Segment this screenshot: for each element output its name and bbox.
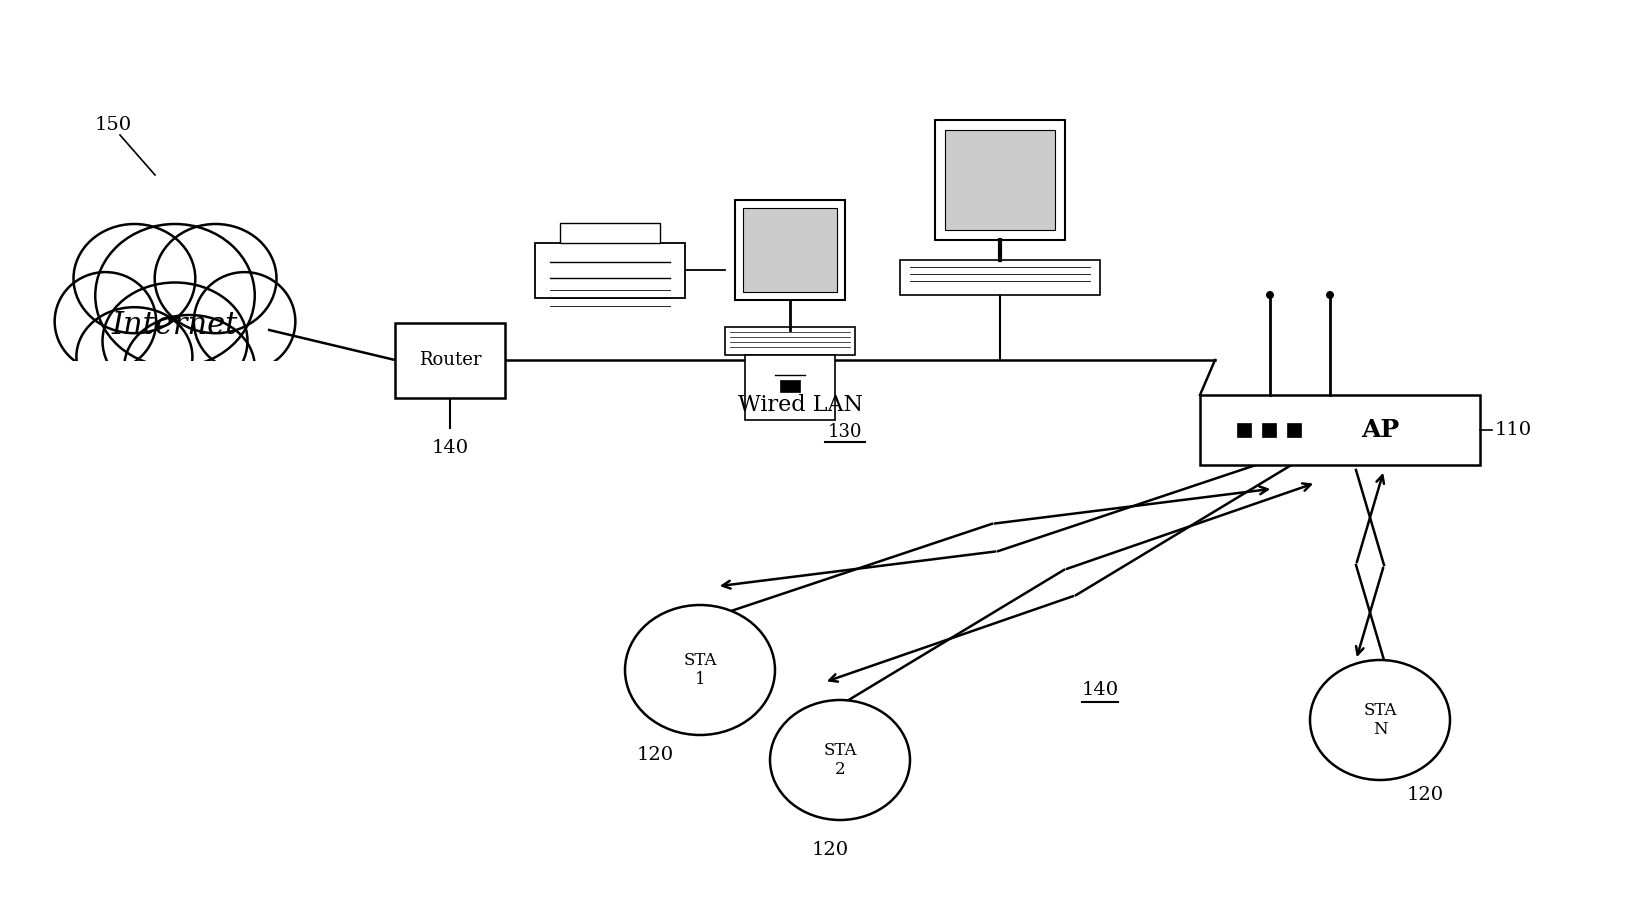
Bar <box>396 322 506 397</box>
Text: STA
2: STA 2 <box>823 742 857 778</box>
Ellipse shape <box>1310 660 1450 780</box>
Ellipse shape <box>194 272 296 371</box>
Text: 120: 120 <box>637 746 673 764</box>
Text: 130: 130 <box>828 423 862 441</box>
Ellipse shape <box>95 224 255 367</box>
Ellipse shape <box>125 315 255 419</box>
Bar <box>780 380 800 392</box>
Text: STA
1: STA 1 <box>683 652 718 689</box>
Ellipse shape <box>1266 291 1274 299</box>
Bar <box>535 243 685 298</box>
Bar <box>742 208 837 292</box>
Text: Router: Router <box>419 351 481 369</box>
Bar <box>1236 423 1251 437</box>
Text: 120: 120 <box>811 841 849 859</box>
Bar <box>560 223 660 243</box>
Bar <box>900 260 1100 295</box>
Text: 120: 120 <box>1407 786 1443 804</box>
Ellipse shape <box>626 605 775 735</box>
Bar <box>946 130 1056 230</box>
Ellipse shape <box>770 700 910 820</box>
Ellipse shape <box>102 282 248 399</box>
Text: AP: AP <box>1361 418 1399 442</box>
Bar <box>1200 395 1479 465</box>
Bar <box>726 327 855 355</box>
Text: 150: 150 <box>95 116 131 134</box>
Bar <box>736 200 846 300</box>
Text: 140: 140 <box>432 439 468 456</box>
Text: 110: 110 <box>1494 421 1532 439</box>
Ellipse shape <box>154 224 276 333</box>
Ellipse shape <box>1327 291 1333 299</box>
Ellipse shape <box>54 272 156 371</box>
Ellipse shape <box>74 224 195 333</box>
Text: Wired LAN: Wired LAN <box>737 394 862 416</box>
Bar <box>934 120 1066 240</box>
Ellipse shape <box>77 307 192 406</box>
Bar <box>44 360 305 464</box>
Bar <box>1263 423 1276 437</box>
Text: 140: 140 <box>1082 681 1118 699</box>
Bar <box>1287 423 1300 437</box>
Bar <box>745 355 836 420</box>
Text: STA
N: STA N <box>1363 701 1397 738</box>
Text: Internet: Internet <box>112 310 238 340</box>
